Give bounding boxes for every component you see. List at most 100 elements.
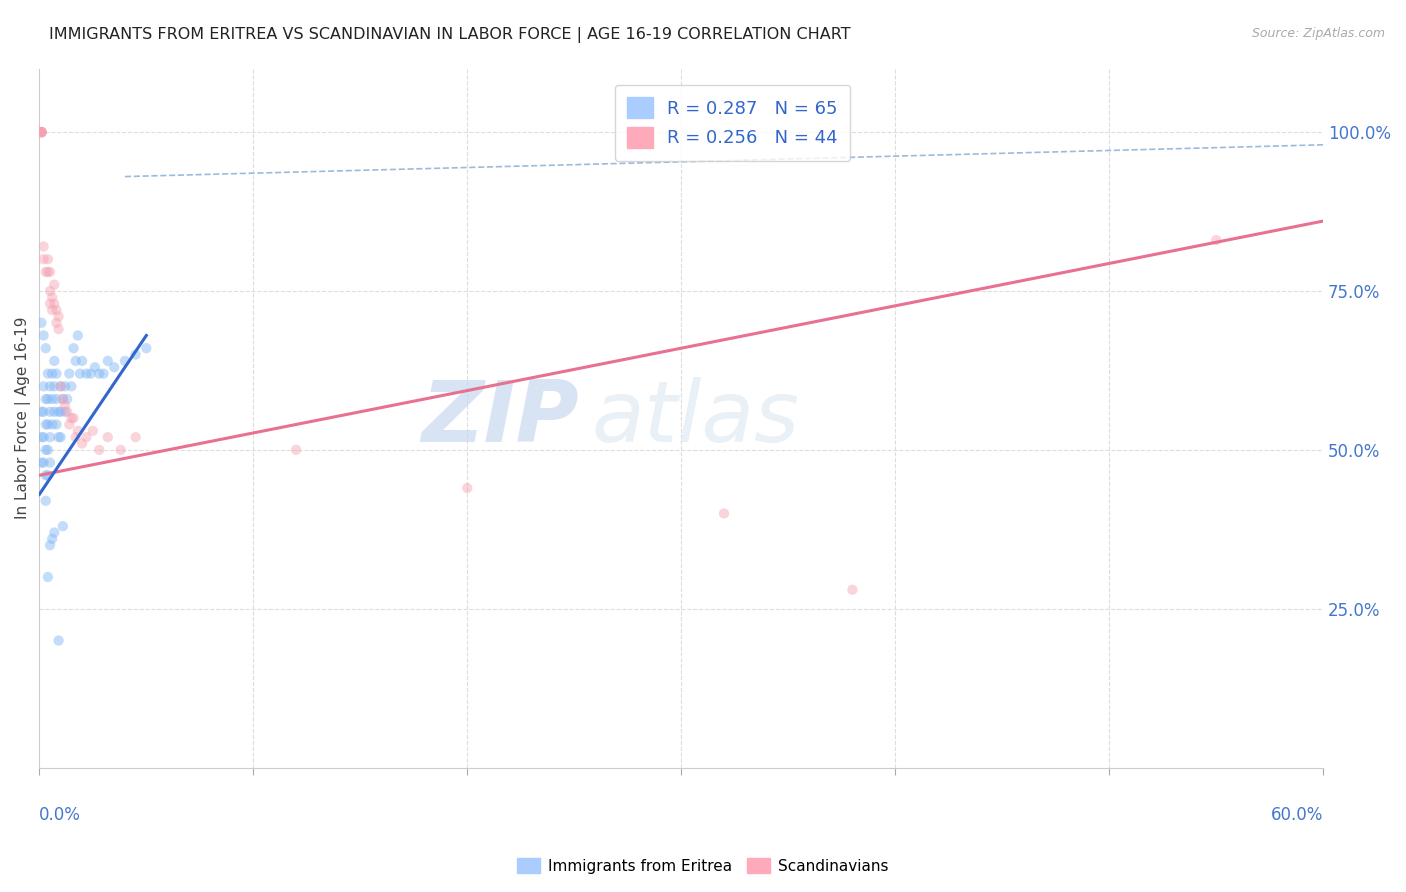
Point [56, 392, 79, 406]
Point [52, 392, 75, 406]
Point [49, 379, 72, 393]
Text: ZIP: ZIP [420, 376, 578, 459]
Text: 0.0%: 0.0% [39, 806, 82, 824]
Text: 60.0%: 60.0% [1271, 806, 1323, 824]
Point [49, 405, 72, 419]
Point [32, 405, 55, 419]
Point [48, 310, 70, 324]
Point [32, 328, 55, 343]
Point [82, 424, 104, 438]
Point [30, 430, 52, 444]
Point [44, 354, 66, 368]
Point [32, 379, 55, 393]
Point [45, 392, 67, 406]
Point [44, 405, 66, 419]
Text: atlas: atlas [592, 376, 800, 459]
Point [75, 367, 97, 381]
Point [35, 265, 58, 279]
Point [97, 354, 120, 368]
Point [41, 290, 63, 304]
Point [456, 481, 478, 495]
Point [53, 398, 76, 412]
Point [45, 316, 67, 330]
Point [124, 347, 146, 361]
Point [110, 442, 132, 457]
Point [45, 367, 67, 381]
Point [41, 392, 63, 406]
Point [41, 417, 63, 432]
Point [58, 417, 80, 432]
Point [45, 303, 67, 318]
Point [48, 633, 70, 648]
Point [39, 296, 62, 310]
Point [41, 532, 63, 546]
Point [32, 252, 55, 267]
Point [37, 570, 59, 584]
Point [70, 354, 93, 368]
Point [30, 125, 52, 139]
Point [48, 405, 70, 419]
Point [52, 392, 75, 406]
Point [35, 341, 58, 355]
Point [53, 379, 76, 393]
Point [37, 252, 59, 267]
Point [32, 456, 55, 470]
Point [30, 316, 52, 330]
Point [75, 430, 97, 444]
Point [48, 322, 70, 336]
Point [841, 582, 863, 597]
Point [84, 360, 107, 375]
Point [39, 265, 62, 279]
Point [48, 430, 70, 444]
Point [37, 468, 59, 483]
Text: Source: ZipAtlas.com: Source: ZipAtlas.com [1251, 27, 1385, 40]
Point [39, 405, 62, 419]
Point [30, 125, 52, 139]
Point [62, 411, 84, 425]
Point [124, 430, 146, 444]
Point [41, 303, 63, 318]
Point [45, 417, 67, 432]
Point [44, 277, 66, 292]
Point [41, 367, 63, 381]
Point [65, 430, 87, 444]
Text: IMMIGRANTS FROM ERITREA VS SCANDINAVIAN IN LABOR FORCE | AGE 16-19 CORRELATION C: IMMIGRANTS FROM ERITREA VS SCANDINAVIAN … [49, 27, 851, 43]
Point [53, 405, 76, 419]
Point [44, 379, 66, 393]
Point [37, 442, 59, 457]
Point [135, 341, 157, 355]
Point [93, 367, 115, 381]
Point [114, 354, 136, 368]
Y-axis label: In Labor Force | Age 16-19: In Labor Force | Age 16-19 [15, 317, 31, 519]
Point [285, 442, 308, 457]
Point [89, 367, 111, 381]
Point [103, 360, 125, 375]
Legend: Immigrants from Eritrea, Scandinavians: Immigrants from Eritrea, Scandinavians [512, 852, 894, 880]
Point [30, 125, 52, 139]
Point [35, 417, 58, 432]
Point [37, 417, 59, 432]
Point [30, 456, 52, 470]
Point [44, 525, 66, 540]
Point [32, 239, 55, 253]
Point [60, 411, 83, 425]
Point [97, 430, 120, 444]
Point [70, 436, 93, 450]
Point [65, 354, 87, 368]
Point [30, 125, 52, 139]
Point [44, 296, 66, 310]
Point [60, 379, 83, 393]
Point [89, 442, 111, 457]
Point [79, 367, 101, 381]
Point [37, 392, 59, 406]
Point [66, 328, 89, 343]
Point [39, 538, 62, 552]
Point [37, 265, 59, 279]
Point [39, 379, 62, 393]
Point [56, 405, 79, 419]
Point [1205, 233, 1227, 247]
Point [49, 430, 72, 444]
Point [35, 468, 58, 483]
Point [39, 284, 62, 298]
Legend: R = 0.287   N = 65, R = 0.256   N = 44: R = 0.287 N = 65, R = 0.256 N = 44 [614, 85, 851, 161]
